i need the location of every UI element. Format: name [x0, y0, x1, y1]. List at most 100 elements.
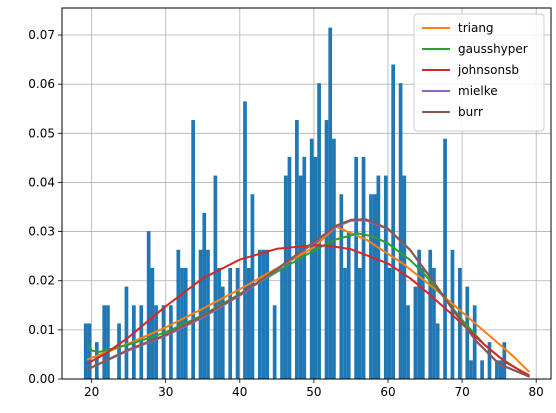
histogram-bar: [428, 249, 433, 379]
histogram-bar: [432, 267, 436, 379]
histogram-bar: [280, 267, 284, 379]
histogram-bar: [369, 194, 373, 379]
y-tick-label: 0.02: [28, 274, 55, 288]
histogram-bar: [235, 267, 240, 379]
histogram-bar: [94, 342, 99, 379]
histogram-bar: [102, 305, 107, 379]
histogram-bar: [402, 175, 407, 379]
histogram-bar: [161, 305, 166, 379]
histogram-bar: [317, 83, 321, 379]
legend-label-johnsonsb: johnsonsb: [457, 63, 519, 77]
y-tick-label: 0.04: [28, 175, 55, 189]
histogram-bar: [265, 249, 270, 379]
x-tick-label: 40: [232, 385, 247, 399]
histogram-bar: [383, 175, 388, 379]
legend-label-mielke: mielke: [458, 84, 498, 98]
histogram-bar: [106, 305, 110, 379]
histogram-bar: [191, 120, 195, 380]
histogram-bar: [146, 231, 151, 379]
histogram-bar: [469, 360, 473, 379]
histogram-bar: [420, 267, 425, 379]
y-tick-label: 0.01: [28, 323, 55, 337]
x-axis: 20 30 40 50 60 70 80: [84, 379, 544, 399]
histogram-bar: [328, 27, 333, 379]
legend-label-triang: triang: [458, 21, 494, 35]
x-tick-label: 30: [158, 385, 173, 399]
histogram-bar: [117, 323, 121, 379]
histogram-bar: [176, 249, 181, 379]
histogram-bar: [298, 175, 303, 379]
histogram-bar: [361, 156, 366, 379]
histogram-bar: [83, 323, 88, 379]
histogram-bar: [472, 305, 477, 379]
histogram-bar: [487, 342, 492, 379]
histogram-bar: [391, 64, 396, 379]
histogram-bar: [346, 231, 351, 379]
y-axis: 0.00 0.01 0.02 0.03 0.04 0.05 0.06 0.07: [28, 28, 62, 386]
histogram-bar: [202, 212, 207, 379]
histogram-bar: [332, 138, 336, 379]
histogram-bar: [495, 360, 499, 379]
histogram-bar: [372, 194, 377, 379]
x-tick-label: 20: [84, 385, 99, 399]
histogram-bar: [220, 286, 225, 379]
y-tick-label: 0.00: [28, 372, 55, 386]
legend-label-gausshyper: gausshyper: [458, 42, 528, 56]
y-tick-label: 0.06: [28, 77, 55, 91]
histogram-bar: [354, 156, 358, 379]
histogram-bar: [465, 286, 470, 379]
histogram-bar: [357, 267, 362, 379]
histogram-bar: [246, 267, 251, 379]
histogram-bar: [417, 249, 421, 379]
y-tick-label: 0.07: [28, 28, 55, 42]
legend-box: [413, 13, 545, 132]
histogram-bar: [283, 175, 288, 379]
histogram-bar: [480, 360, 484, 379]
histogram-bar: [398, 83, 403, 379]
histogram-bar: [343, 267, 347, 379]
histogram-bar: [313, 156, 318, 379]
x-tick-label: 80: [529, 385, 544, 399]
histogram-bar: [443, 138, 447, 379]
histogram-bar: [387, 267, 392, 379]
x-tick-label: 50: [306, 385, 321, 399]
histogram-bar: [198, 249, 203, 379]
histogram-bar: [257, 249, 262, 379]
histogram-bar: [154, 305, 158, 379]
legend-label-burr: burr: [458, 105, 483, 119]
histogram-bar: [243, 101, 247, 380]
histogram-bar: [228, 267, 233, 379]
histogram-bar: [150, 267, 155, 379]
histogram-bar: [180, 267, 184, 379]
histogram-bar: [309, 138, 314, 379]
histogram-bar: [413, 286, 418, 379]
histogram-bar: [302, 156, 307, 379]
histogram-bar: [87, 323, 92, 379]
plot-frame: [61, 7, 552, 380]
histogram-bar: [169, 305, 173, 379]
y-tick-label: 0.05: [28, 126, 55, 140]
histogram-bar: [406, 305, 410, 379]
x-tick-label: 60: [380, 385, 395, 399]
series-line-burr: [86, 218, 530, 378]
histogram-bar: [272, 305, 277, 379]
x-tick-label: 70: [454, 385, 469, 399]
legend: triang gausshyper johnsonsb mielke burr: [413, 13, 545, 132]
histogram-bar: [213, 175, 218, 379]
histogram-bar: [261, 249, 266, 379]
histogram-bar: [324, 120, 329, 380]
histogram-bar: [124, 286, 129, 379]
histogram-bar: [376, 175, 381, 379]
histogram-bar: [339, 194, 344, 379]
lines-layer: [86, 218, 530, 378]
y-tick-label: 0.03: [28, 225, 55, 239]
histogram-bar: [498, 360, 503, 379]
histogram-bar: [139, 305, 144, 379]
series-line-triang: [86, 225, 530, 373]
histogram-bar: [217, 267, 221, 379]
histogram-bar: [435, 323, 440, 379]
histogram-bar: [287, 156, 292, 379]
histogram-bar: [458, 267, 462, 379]
histogram-bar: [295, 120, 299, 380]
